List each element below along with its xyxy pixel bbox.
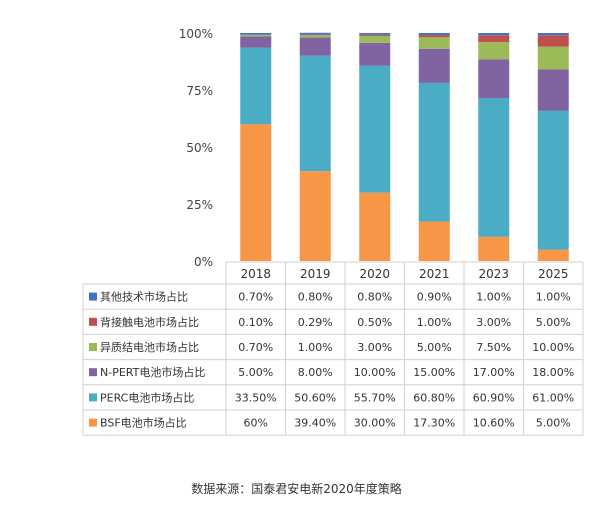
bar-segment bbox=[537, 46, 569, 70]
legend-label: PERC电池市场占比 bbox=[100, 390, 194, 404]
bar-segment bbox=[359, 34, 391, 36]
bar-segment bbox=[478, 236, 510, 261]
x-tick-label: 2020 bbox=[359, 267, 390, 281]
data-label: 15.00% bbox=[413, 366, 455, 379]
bar-segment bbox=[418, 37, 450, 49]
bar-segment bbox=[537, 249, 569, 261]
data-label: 5.00% bbox=[536, 417, 571, 430]
bar-segment bbox=[299, 171, 331, 261]
bar-segment bbox=[240, 124, 272, 261]
x-tick-label: 2025 bbox=[538, 267, 569, 281]
data-label: 5.00% bbox=[536, 316, 571, 329]
data-label: 7.50% bbox=[476, 341, 511, 354]
bar-segment bbox=[240, 33, 272, 35]
data-label: 1.00% bbox=[298, 341, 333, 354]
data-label: 8.00% bbox=[298, 366, 333, 379]
data-label: 60.90% bbox=[473, 391, 515, 404]
data-label: 10.60% bbox=[473, 417, 515, 430]
bar-segment bbox=[240, 36, 272, 48]
bar-segment bbox=[359, 65, 391, 193]
bar-segment bbox=[240, 34, 272, 37]
bar-segment bbox=[478, 59, 510, 98]
data-label: 5.00% bbox=[417, 341, 452, 354]
legend-swatch bbox=[89, 292, 97, 301]
data-label: 0.70% bbox=[238, 291, 273, 304]
bar-segment bbox=[478, 97, 510, 237]
x-tick-label: 2019 bbox=[300, 267, 331, 281]
data-label: 1.00% bbox=[536, 291, 571, 304]
bar-segment bbox=[478, 33, 510, 36]
bar-segment bbox=[359, 33, 391, 35]
data-label: 0.80% bbox=[298, 291, 333, 304]
bar-segment bbox=[359, 42, 391, 66]
y-tick-label: 100% bbox=[179, 27, 213, 41]
bar-segment bbox=[478, 42, 510, 60]
data-label: 0.80% bbox=[357, 291, 392, 304]
data-label: 10.00% bbox=[354, 366, 396, 379]
data-label: 0.10% bbox=[238, 316, 273, 329]
bar-segment bbox=[299, 32, 331, 35]
bar-segment bbox=[359, 35, 391, 43]
bar-segment bbox=[537, 110, 569, 250]
bar-segment bbox=[478, 35, 510, 43]
y-tick-label: 50% bbox=[186, 141, 213, 155]
data-label: 30.00% bbox=[354, 417, 396, 430]
data-label: 60% bbox=[244, 417, 268, 430]
legend-label: 背接触电池市场占比 bbox=[100, 315, 199, 329]
data-label: 18.00% bbox=[532, 366, 574, 379]
bar-segment bbox=[537, 35, 569, 47]
source-note: 数据来源：国泰君安电新2020年度策略 bbox=[191, 482, 402, 496]
data-label: 1.00% bbox=[476, 291, 511, 304]
data-label: 50.60% bbox=[294, 391, 336, 404]
data-label: 55.70% bbox=[354, 391, 396, 404]
bar-segment bbox=[299, 37, 331, 56]
x-tick-label: 2023 bbox=[478, 267, 509, 281]
data-label: 10.00% bbox=[532, 341, 574, 354]
y-tick-label: 25% bbox=[186, 198, 213, 212]
legend-label: BSF电池市场占比 bbox=[100, 416, 187, 430]
data-label: 3.00% bbox=[476, 316, 511, 329]
legend-swatch bbox=[89, 393, 97, 402]
stacked-bar-chart: 0% 25% 50% 75% 100% 2018 2019 2020 2021 2023 2025 其… bbox=[82, 27, 584, 436]
data-label: 0.90% bbox=[417, 291, 452, 304]
data-label: 1.00% bbox=[417, 316, 452, 329]
bar-segment bbox=[359, 192, 391, 261]
data-label: 60.80% bbox=[413, 391, 455, 404]
data-label: 0.50% bbox=[357, 316, 392, 329]
legend-label: 异质结电池市场占比 bbox=[100, 340, 199, 354]
bar-segment bbox=[299, 35, 331, 38]
bar-segment bbox=[418, 33, 450, 36]
data-label: 61.00% bbox=[532, 391, 574, 404]
data-label: 39.40% bbox=[294, 417, 336, 430]
bar-segment bbox=[537, 69, 569, 111]
legend-label: 其他技术市场占比 bbox=[100, 290, 188, 304]
data-label: 0.70% bbox=[238, 341, 273, 354]
data-label: 33.50% bbox=[235, 391, 277, 404]
bar-segment bbox=[418, 221, 450, 261]
data-label: 0.29% bbox=[298, 316, 333, 329]
data-label: 17.00% bbox=[473, 366, 515, 379]
bar-segment bbox=[418, 35, 450, 38]
legend-swatch bbox=[89, 317, 97, 326]
legend-swatch bbox=[89, 343, 97, 351]
legend-swatch bbox=[89, 418, 97, 427]
x-tick-label: 2021 bbox=[419, 267, 450, 281]
y-tick-label: 0% bbox=[194, 255, 213, 269]
y-tick-label: 75% bbox=[186, 84, 213, 98]
bar-segment bbox=[418, 82, 450, 222]
x-tick-label: 2018 bbox=[240, 267, 271, 281]
data-label: 3.00% bbox=[357, 341, 392, 354]
bar-segment bbox=[240, 47, 272, 125]
legend-swatch bbox=[89, 368, 97, 377]
bar-segment bbox=[299, 34, 331, 36]
legend-label: N-PERT电池市场占比 bbox=[100, 365, 205, 379]
data-label: 17.30% bbox=[413, 417, 455, 430]
bar-segment bbox=[418, 48, 450, 83]
bar-segment bbox=[299, 55, 331, 172]
data-label: 5.00% bbox=[238, 366, 273, 379]
bar-segment bbox=[537, 33, 569, 36]
